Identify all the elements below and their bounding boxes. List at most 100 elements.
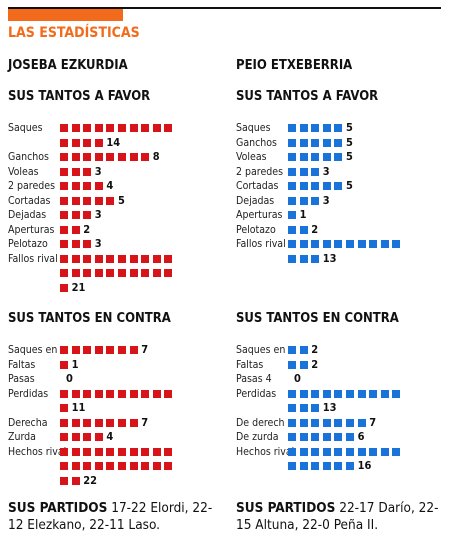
square (299, 404, 308, 412)
square (71, 447, 80, 456)
square (346, 462, 354, 470)
matches-heading: SUS PARTIDOS (236, 500, 336, 516)
square (118, 447, 126, 456)
square (106, 124, 115, 132)
square (83, 182, 92, 190)
square (60, 447, 68, 456)
square (164, 254, 173, 263)
count: 13 (322, 251, 337, 265)
square (392, 389, 401, 398)
row-label: Dejadas (8, 209, 47, 221)
square (94, 254, 103, 263)
square (60, 389, 68, 398)
square (141, 447, 150, 456)
row-label: Dejadas (236, 194, 275, 207)
square (299, 360, 308, 369)
row-label: Saques en (236, 344, 286, 356)
square (322, 447, 331, 456)
square (60, 211, 68, 219)
square (60, 283, 68, 292)
square (392, 240, 401, 248)
square (129, 346, 138, 354)
square (106, 269, 115, 277)
player-name: PEIO ETXEBERRIA (236, 58, 353, 73)
square (83, 167, 92, 176)
count: 21 (71, 280, 86, 294)
row-label: 2 paredes (236, 165, 283, 178)
count: 2 (311, 343, 319, 356)
square (60, 225, 68, 234)
square (288, 138, 296, 147)
row-label: Derecha (8, 416, 48, 429)
square (311, 182, 320, 190)
square (322, 182, 331, 190)
row-label: Pasas 4 (236, 373, 272, 385)
count: 3 (322, 164, 330, 178)
square (380, 389, 389, 398)
row-label: Voleas (8, 165, 39, 178)
square (288, 182, 296, 190)
count: 3 (322, 193, 330, 207)
count: 4 (106, 430, 114, 443)
square (60, 433, 68, 441)
square (129, 269, 138, 277)
section-heading: SUS TANTOS A FAVOR (8, 89, 151, 104)
square (83, 346, 92, 354)
square (60, 167, 68, 176)
row-label: Zurda (8, 431, 36, 443)
square (334, 240, 343, 248)
row-label: Faltas (236, 358, 264, 371)
square (299, 447, 308, 456)
square (357, 389, 366, 398)
square (311, 254, 320, 263)
count: 7 (141, 415, 149, 429)
row-label: Aperturas (8, 223, 55, 236)
square (60, 182, 68, 190)
square (299, 167, 308, 176)
square (288, 404, 296, 412)
row-label: Cortadas (8, 194, 51, 207)
square (299, 433, 308, 441)
square (152, 389, 161, 398)
section-heading: SUS TANTOS EN CONTRA (8, 311, 171, 326)
row-label: Fallos rival (236, 238, 286, 250)
square (357, 240, 366, 248)
square (288, 196, 296, 205)
square (334, 447, 343, 456)
square (299, 346, 308, 354)
square (83, 433, 92, 441)
square (141, 254, 150, 263)
square (334, 153, 343, 161)
square (152, 269, 161, 277)
square (369, 240, 378, 248)
count: 16 (357, 459, 372, 472)
row-label: Perdidas (236, 387, 277, 400)
square (129, 153, 138, 161)
count: 7 (141, 343, 149, 356)
square (71, 433, 80, 441)
square (164, 462, 173, 470)
square (83, 138, 92, 147)
square (129, 462, 138, 470)
square (71, 138, 80, 147)
square (152, 447, 161, 456)
square (288, 167, 296, 176)
square (346, 418, 354, 427)
square (83, 240, 92, 248)
square (94, 153, 103, 161)
square (94, 269, 103, 277)
square (311, 433, 320, 441)
square (71, 240, 80, 248)
count: 14 (106, 135, 121, 149)
square (357, 418, 366, 427)
square (369, 447, 378, 456)
player-name: JOSEBA EZKURDIA (8, 58, 128, 73)
count: 4 (106, 179, 114, 192)
square (94, 447, 103, 456)
square (118, 254, 126, 263)
row-label: De zurda (236, 431, 279, 443)
square (346, 433, 354, 441)
square (380, 240, 389, 248)
square (334, 182, 343, 190)
section-heading: SUS TANTOS EN CONTRA (236, 311, 399, 326)
